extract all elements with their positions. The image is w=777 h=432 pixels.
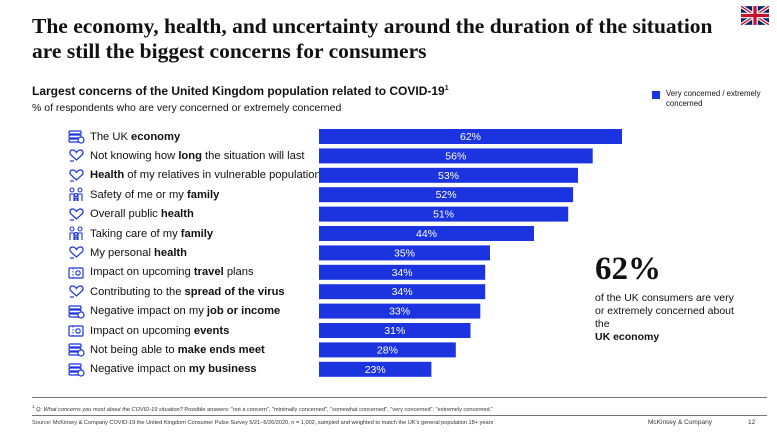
bar-label-10: 33% [389, 306, 410, 318]
callout-number: 62% [595, 251, 661, 287]
category-label: Impact on upcoming travel plans [90, 266, 254, 279]
family-icon [68, 187, 85, 202]
bar-label-9: 34% [392, 286, 413, 298]
category-row: Safety of me or my family [68, 185, 219, 204]
chart-subtitle: Largest concerns of the United Kingdom p… [32, 84, 449, 98]
category-label: Impact on upcoming events [90, 324, 230, 337]
heart-hands-icon [68, 148, 85, 163]
category-row: Contributing to the spread of the virus [68, 282, 285, 301]
bar-label-8: 34% [392, 267, 413, 279]
bar-9 [319, 284, 486, 300]
category-label: Not being able to make ends meet [90, 343, 265, 356]
category-row: Taking care of my family [68, 224, 213, 243]
footnote: 1 Q: What concerns you most about the CO… [32, 404, 494, 413]
category-row: Impact on upcoming events [68, 321, 229, 340]
bar-label-4: 52% [436, 189, 457, 201]
money-stack-icon [68, 304, 85, 319]
category-label: Negative impact on my business [90, 363, 257, 376]
bar-4 [319, 187, 574, 203]
bar-12 [319, 342, 456, 358]
bar-label-6: 44% [416, 228, 437, 240]
bar-3 [319, 167, 578, 183]
category-label: Taking care of my family [90, 227, 214, 240]
category-label: My personal health [90, 246, 187, 259]
bar-label-12: 28% [377, 344, 398, 356]
heart-hands-icon [68, 207, 85, 222]
ticket-icon [68, 265, 85, 280]
category-label: Health of my relatives in vulnerable pop… [90, 169, 327, 182]
footer-rule-bottom [32, 415, 767, 416]
callout-text: of the UK consumers are very or extremel… [595, 292, 734, 343]
source-text: Source: McKinsey & Company COVID-19 the … [32, 420, 494, 426]
footer-rule-top [32, 397, 767, 398]
category-label: Not knowing how long the situation will … [90, 149, 305, 162]
page-number: 12 [748, 419, 756, 426]
bar-label-7: 35% [394, 247, 415, 259]
bar-label-5: 51% [433, 209, 454, 221]
category-row: Negative impact on my business [68, 360, 257, 379]
category-label: Safety of me or my family [90, 188, 220, 201]
bar-10 [319, 303, 481, 319]
category-label: Overall public health [90, 208, 194, 221]
category-row: Overall public health [68, 205, 194, 224]
bar-7 [319, 245, 490, 261]
bar-6 [319, 226, 534, 241]
money-stack-icon [68, 129, 85, 144]
money-stack-icon [68, 342, 85, 357]
ticket-icon [68, 323, 85, 338]
category-row: Negative impact on my job or income [68, 302, 280, 321]
legend-label: Very concerned / extremely concerned [666, 89, 761, 108]
bar-label-11: 31% [384, 325, 405, 337]
heart-hands-icon [68, 245, 85, 260]
category-row: Not being able to make ends meet [68, 340, 265, 359]
heart-hands-icon [68, 284, 85, 299]
category-row: My personal health [68, 243, 187, 262]
category-row: Not knowing how long the situation will … [68, 146, 305, 165]
bar-11 [319, 323, 471, 338]
page-title: The economy, health, and uncertainty aro… [32, 14, 713, 63]
bar-label-3: 53% [438, 170, 459, 182]
category-label: Negative impact on my job or income [90, 305, 281, 318]
family-icon [68, 226, 85, 241]
category-row: The UK economy [68, 127, 180, 146]
money-stack-icon [68, 362, 85, 377]
category-row: Impact on upcoming travel plans [68, 263, 254, 282]
bar-2 [319, 148, 593, 164]
legend-swatch [652, 91, 660, 99]
chart-unit-text: % of respondents who are very concerned … [32, 102, 342, 114]
bar-5 [319, 206, 569, 222]
category-label: Contributing to the spread of the virus [90, 285, 285, 298]
bar-label-1: 62% [460, 131, 481, 143]
uk-flag-icon [741, 6, 769, 25]
bar-8 [319, 264, 486, 280]
bar-label-13: 23% [365, 364, 386, 376]
brand-name: McKinsey & Company [648, 419, 712, 426]
callout-bold-text: UK economy [595, 331, 660, 343]
bar-1 [319, 129, 622, 144]
category-label: The UK economy [90, 130, 181, 143]
category-row: Health of my relatives in vulnerable pop… [68, 166, 326, 185]
bar-label-2: 56% [445, 150, 466, 162]
bar-13 [319, 361, 432, 377]
heart-hands-icon [68, 168, 85, 183]
